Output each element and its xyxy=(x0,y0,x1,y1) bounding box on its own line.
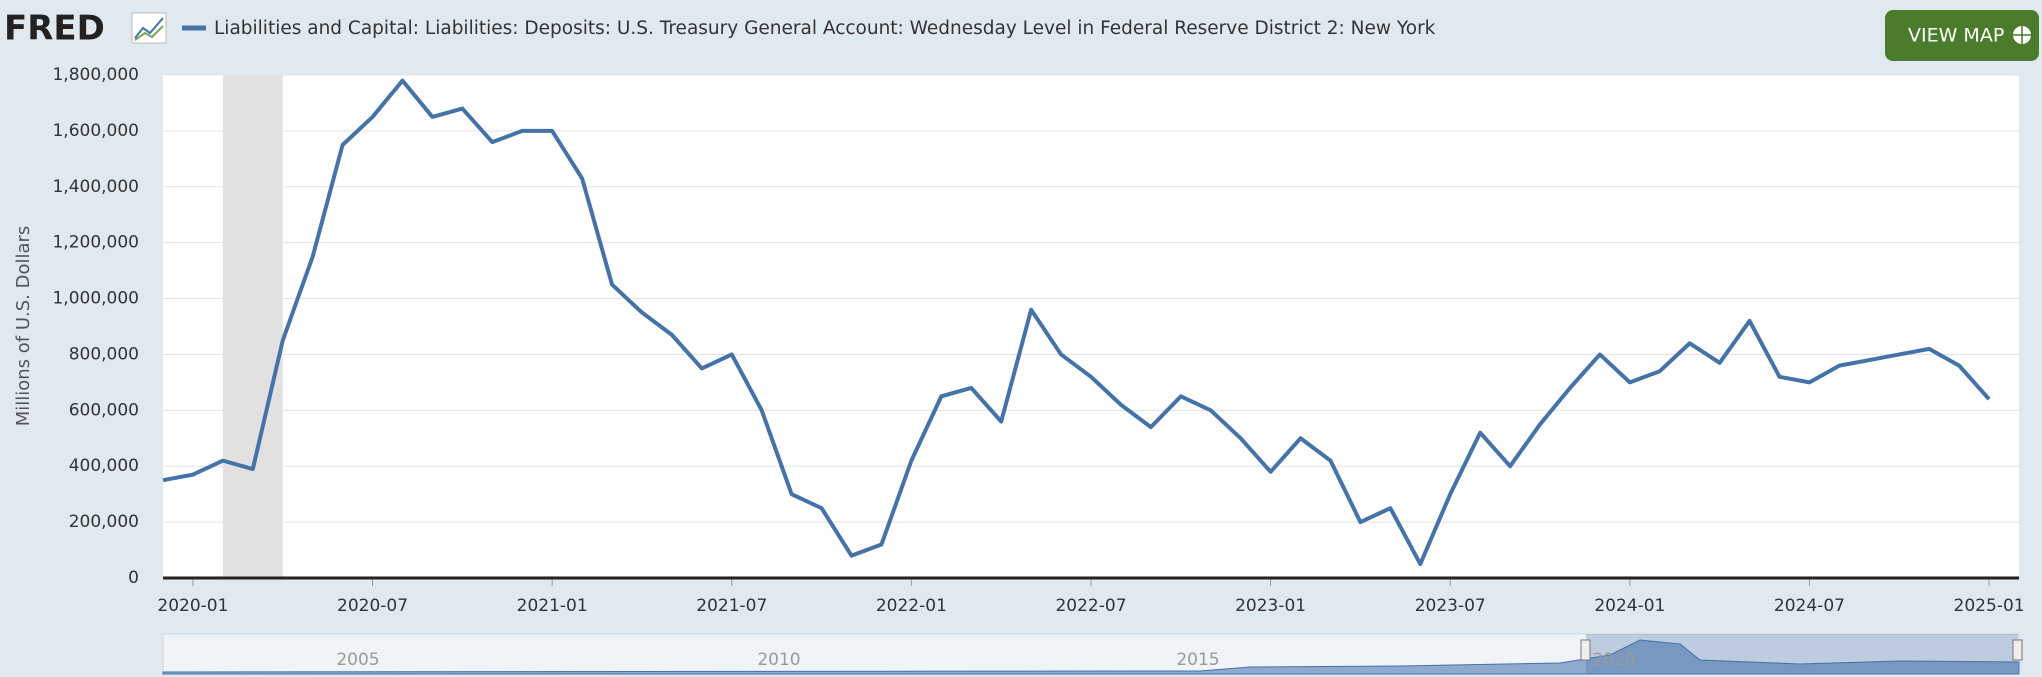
x-tick-label: 2020-07 xyxy=(337,596,408,616)
plot-area xyxy=(163,75,2019,578)
x-tick-label: 2022-07 xyxy=(1055,596,1126,616)
button-label[interactable]: VIEW MAP xyxy=(1908,25,2004,47)
y-tick-label: 1,200,000 xyxy=(52,233,139,253)
data-line xyxy=(162,78,1991,567)
x-tick-label: 2025-01 xyxy=(1954,596,2025,616)
x-tick-label: 2023-01 xyxy=(1235,596,1306,616)
y-tick-label: 1,000,000 xyxy=(52,289,139,309)
navigator-label: 2020 xyxy=(1592,650,1635,670)
y-axis-title: Millions of U.S. Dollars xyxy=(13,226,34,427)
recession-shading xyxy=(222,75,283,578)
y-tick-label: 200,000 xyxy=(69,512,139,532)
y-tick-label: 0 xyxy=(128,568,139,588)
x-tick-label: 2021-07 xyxy=(696,596,767,616)
x-tick-label: 2023-07 xyxy=(1415,596,1486,616)
x-tick-label: 2020-01 xyxy=(157,596,228,616)
y-tick-label: 800,000 xyxy=(69,344,139,364)
navigator xyxy=(162,633,2023,675)
navigator-label: 2015 xyxy=(1176,650,1219,670)
logo-icon xyxy=(131,12,167,44)
x-tick-label: 2024-07 xyxy=(1774,596,1845,616)
y-tick-label: 1,400,000 xyxy=(52,177,139,197)
y-tick-label: 400,000 xyxy=(69,456,139,476)
y-tick-label: 1,800,000 xyxy=(52,65,139,85)
x-tick-label: 2022-01 xyxy=(876,596,947,616)
logo: FRED xyxy=(4,9,105,49)
x-tick-label: 2024-01 xyxy=(1594,596,1665,616)
y-tick-label: 1,600,000 xyxy=(52,121,139,141)
navigator-label: 2010 xyxy=(757,650,800,670)
x-tick-label: 2021-01 xyxy=(517,596,588,616)
view-map-button[interactable]: VIEW MAP xyxy=(1885,10,2039,61)
chart-title: Liabilities and Capital: Liabilities: De… xyxy=(214,18,1436,39)
navigator-label: 2005 xyxy=(336,650,379,670)
y-tick-label: 600,000 xyxy=(69,400,139,420)
